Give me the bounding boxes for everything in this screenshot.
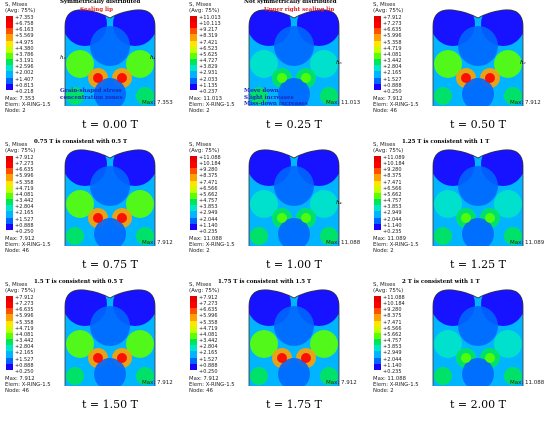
legend-title: S, Mises (Avg: 75%) — [189, 282, 220, 294]
stress-panel-3: S, Mises (Avg: 75%) +7.912 +7.273 +6.635 +5.… — [368, 0, 548, 138]
stress-contour-plot — [64, 289, 156, 386]
max-info: Max: 7.353 Elem: X-RING-1.5 Node: 2 — [5, 96, 51, 115]
time-label: t = 2.00 T — [450, 398, 506, 411]
stress-panel-8: S, Mises (Avg: 75%) +7.912 +7.273 +6.635 +5.… — [184, 279, 364, 418]
annotation: 1.25 T is consistent with 1 T — [402, 139, 490, 145]
max-info: Max: 11.013 Elem: X-RING-1.5 Node: 2 — [189, 96, 235, 115]
annotation: Move down — [244, 88, 279, 94]
stress-panel-5: S, Mises (Avg: 75%) +11.088 +10.184 +9.280 +… — [184, 140, 364, 278]
legend-title: S, Mises (Avg: 75%) — [373, 282, 404, 294]
legend-colorbar — [190, 156, 197, 230]
stress-panel-7: S, Mises (Avg: 75%) +7.912 +7.273 +6.635 +5.… — [0, 279, 180, 418]
stress-contour-plot — [248, 9, 340, 106]
legend-values: +11.013 +10.113 +9.217 +8.319 +7.421 +6.523 +5… — [199, 15, 221, 95]
max-tag: Max: 7.912 — [142, 380, 173, 386]
legend-title: S, Mises (Avg: 75%) — [5, 142, 36, 154]
legend-title: S, Mises (Avg: 75%) — [5, 2, 36, 14]
max-tag: Max: 11.088 — [326, 240, 361, 246]
legend-colorbar — [374, 156, 381, 230]
annotation: Miss-down increases — [244, 101, 308, 107]
stress-contour-plot — [64, 149, 156, 246]
stress-contour-plot — [64, 9, 156, 106]
time-label: t = 1.00 T — [266, 258, 322, 271]
time-label: t = 0.50 T — [450, 118, 506, 131]
legend-values: +7.912 +7.273 +6.635 +5.996 +5.358 +4.719 +4.0… — [383, 15, 402, 95]
stress-panel-9: S, Mises (Avg: 75%) +11.088 +10.184 +9.280 +… — [368, 279, 548, 418]
legend-values: +7.912 +7.273 +6.635 +5.996 +5.358 +4.719 +4.0… — [199, 295, 218, 375]
legend-colorbar — [6, 156, 13, 230]
annotation: concentration zones — [60, 95, 123, 101]
max-info: Max: 7.912 Elem: X-RING-1.5 Node: 46 — [5, 236, 51, 255]
annotation: Upper right sealing lip — [264, 7, 335, 13]
time-label: t = 1.50 T — [82, 398, 138, 411]
time-label: t = 0.25 T — [266, 118, 322, 131]
annotation: 1.75 T is consistent with 1.5 T — [218, 279, 312, 285]
legend-title: S, Mises (Avg: 75%) — [373, 142, 404, 154]
legend-title: S, Mises (Avg: 75%) — [5, 282, 36, 294]
max-info: Max: 7.912 Elem: X-RING-1.5 Node: 46 — [189, 376, 235, 395]
annotation: 2 T is consistent with 1 T — [402, 279, 480, 285]
height-label: h₂ — [520, 60, 526, 66]
legend-values: +7.912 +7.273 +6.635 +5.996 +5.358 +4.719 +4.0… — [15, 155, 34, 235]
max-info: Max: 11.088 Elem: X-RING-1.5 Node: 2 — [373, 376, 419, 395]
max-info: Max: 11.088 Elem: X-RING-1.5 Node: 2 — [189, 236, 235, 255]
max-tag: Max: 11.088 — [510, 380, 545, 386]
annotation: 0.75 T is consistent with 0.5 T — [34, 139, 128, 145]
time-label: t = 0.75 T — [82, 258, 138, 271]
legend-values: +11.089 +10.184 +9.280 +8.375 +7.471 +6.566 +5… — [383, 155, 405, 235]
annotation: Sealing lip — [80, 7, 113, 13]
annotation: Symmetrically distributed — [60, 0, 141, 5]
annotation: 1.5 T is consistent with 0.5 T — [34, 279, 124, 285]
stress-panel-2: S, Mises (Avg: 75%) +11.013 +10.113 +9.217 +… — [184, 0, 364, 138]
height-label: h₁ — [150, 55, 156, 61]
annotation: Not symmetrically distributed — [244, 0, 337, 5]
max-tag: Max: 7.912 — [326, 380, 357, 386]
stress-contour-plot — [432, 149, 524, 246]
time-label: t = 0.00 T — [82, 118, 138, 131]
max-tag: Max: 11.013 — [326, 100, 361, 106]
legend-title: S, Mises (Avg: 75%) — [189, 142, 220, 154]
max-tag: Max: 11.089 — [510, 240, 545, 246]
height-label: h₄ — [336, 200, 342, 206]
legend-values: +11.088 +10.184 +9.280 +8.375 +7.471 +6.566 +5… — [383, 295, 405, 375]
stress-panel-6: S, Mises (Avg: 75%) +11.089 +10.184 +9.280 +… — [368, 139, 548, 278]
height-label: h₂ — [60, 55, 66, 61]
max-tag: Max: 7.912 — [142, 240, 173, 246]
legend-colorbar — [374, 296, 381, 370]
max-tag: Max: 7.353 — [142, 100, 173, 106]
legend-title: S, Mises (Avg: 75%) — [373, 2, 404, 14]
max-info: Max: 7.912 Elem: X-RING-1.5 Node: 46 — [373, 96, 419, 115]
legend-colorbar — [6, 296, 13, 370]
time-label: t = 1.25 T — [450, 258, 506, 271]
legend-title: S, Mises (Avg: 75%) — [189, 2, 220, 14]
legend-colorbar — [190, 16, 197, 90]
legend-colorbar — [190, 296, 197, 370]
max-tag: Max: 7.912 — [510, 100, 541, 106]
annotation: Slight increases — [244, 95, 294, 101]
height-label: h₃ — [336, 60, 342, 66]
max-info: Max: 7.912 Elem: X-RING-1.5 Node: 46 — [5, 376, 51, 395]
legend-values: +7.912 +7.273 +6.635 +5.996 +5.358 +4.719 +4.0… — [15, 295, 34, 375]
stress-contour-plot — [248, 149, 340, 246]
stress-panel-4: S, Mises (Avg: 75%) +7.912 +7.273 +6.635 +5.… — [0, 139, 180, 278]
max-info: Max: 11.089 Elem: X-RING-1.5 Node: 2 — [373, 236, 419, 255]
stress-panel-1: S, Mises (Avg: 75%) +7.353 +6.758 +6.163 +5.… — [0, 0, 180, 138]
legend-values: +7.353 +6.758 +6.163 +5.569 +4.975 +4.380 +3.7… — [15, 15, 34, 95]
time-label: t = 1.75 T — [266, 398, 322, 411]
stress-contour-plot — [248, 289, 340, 386]
legend-colorbar — [374, 16, 381, 90]
annotation: Grain-shaped stress — [60, 88, 122, 94]
legend-colorbar — [6, 16, 13, 90]
legend-values: +11.088 +10.184 +9.280 +8.375 +7.471 +6.566 +5… — [199, 155, 221, 235]
stress-contour-plot — [432, 9, 524, 106]
stress-contour-plot — [432, 289, 524, 386]
